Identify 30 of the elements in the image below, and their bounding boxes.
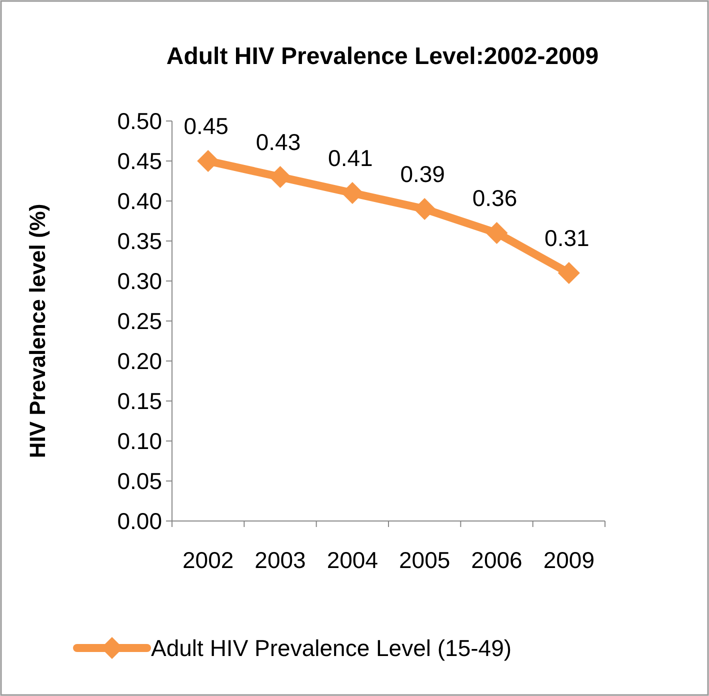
x-tick-label: 2006: [471, 547, 522, 573]
y-tick-label: 0.35: [117, 228, 162, 254]
y-tick-label: 0.25: [117, 308, 162, 334]
point: [486, 222, 508, 244]
x-tick-label: 2002: [182, 547, 234, 573]
y-tick-label: 0.30: [117, 268, 162, 294]
point: [269, 166, 292, 188]
x-tick-label: 2009: [543, 547, 595, 573]
data-label: 0.43: [256, 129, 301, 155]
data-label: 0.36: [472, 185, 518, 211]
y-tick-label: 0.05: [117, 468, 162, 494]
y-tick-label: 0.10: [117, 428, 162, 454]
y-tick-label: 0.15: [117, 388, 162, 414]
y-tick-label: 0.45: [117, 148, 162, 174]
data-label: 0.39: [400, 161, 445, 187]
x-tick-label: 2004: [326, 547, 378, 573]
y-tick-label: 0.50: [117, 108, 162, 134]
y-axis-title: HIV Prevalence level (%): [25, 204, 50, 458]
chart-title: Adult HIV Prevalence Level:2002-2009: [166, 43, 599, 70]
x-tick-label: 2003: [254, 547, 306, 573]
point: [558, 262, 580, 284]
data-label: 0.45: [184, 113, 228, 139]
y-tick-label: 0.00: [117, 508, 162, 534]
data-label: 0.41: [328, 145, 373, 171]
data-label: 0.31: [544, 225, 590, 251]
x-tick-label: 2005: [398, 547, 450, 573]
y-tick-label: 0.20: [117, 348, 162, 374]
legend-label: Adult HIV Prevalence Level (15-49): [151, 635, 512, 662]
y-tick-label: 0.40: [117, 188, 162, 214]
point: [414, 198, 436, 220]
